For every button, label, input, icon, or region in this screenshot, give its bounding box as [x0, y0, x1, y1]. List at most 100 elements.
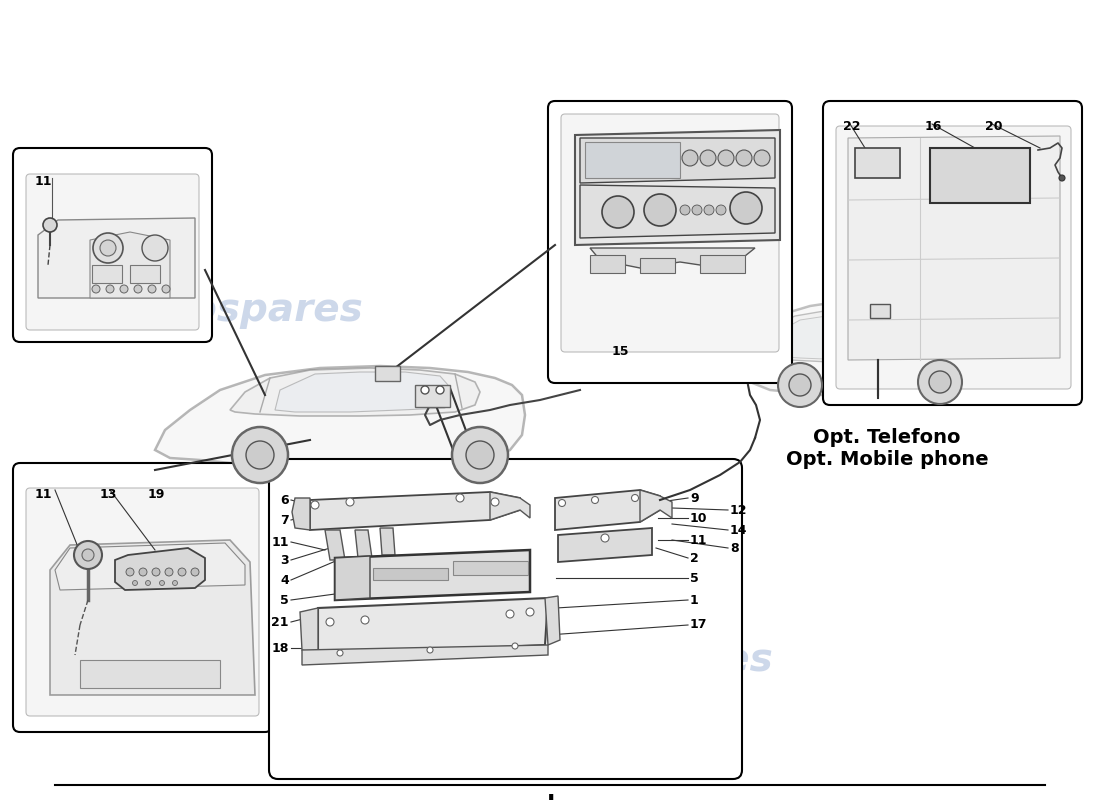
Circle shape — [692, 205, 702, 215]
Text: 12: 12 — [730, 503, 748, 517]
Text: 13: 13 — [100, 488, 118, 501]
Circle shape — [730, 192, 762, 224]
Text: Opt. Mobile phone: Opt. Mobile phone — [785, 450, 988, 469]
Text: 18: 18 — [272, 642, 289, 654]
Circle shape — [74, 541, 102, 569]
Circle shape — [456, 494, 464, 502]
Polygon shape — [336, 556, 370, 600]
Polygon shape — [379, 528, 395, 555]
Text: 11: 11 — [35, 175, 53, 188]
Polygon shape — [300, 608, 318, 655]
Text: J: J — [546, 794, 554, 800]
Circle shape — [512, 643, 518, 649]
Circle shape — [718, 150, 734, 166]
Circle shape — [700, 150, 716, 166]
Circle shape — [82, 549, 94, 561]
Text: 7: 7 — [280, 514, 289, 526]
Circle shape — [346, 498, 354, 506]
Text: 11: 11 — [690, 534, 707, 546]
Circle shape — [491, 498, 499, 506]
Text: 16: 16 — [925, 120, 943, 133]
Bar — [870, 304, 890, 318]
Circle shape — [139, 568, 147, 576]
Polygon shape — [310, 492, 520, 530]
FancyBboxPatch shape — [561, 114, 779, 352]
FancyBboxPatch shape — [270, 459, 742, 779]
Circle shape — [43, 218, 57, 232]
FancyBboxPatch shape — [26, 488, 258, 716]
Polygon shape — [580, 138, 776, 183]
Polygon shape — [558, 528, 652, 562]
Circle shape — [246, 441, 274, 469]
Circle shape — [789, 374, 811, 396]
Text: 17: 17 — [690, 618, 707, 631]
Bar — [373, 568, 448, 580]
Polygon shape — [770, 314, 932, 360]
Polygon shape — [155, 366, 525, 467]
Text: eurospares: eurospares — [117, 291, 363, 329]
Circle shape — [92, 285, 100, 293]
Text: 6: 6 — [280, 494, 289, 506]
Circle shape — [142, 235, 168, 261]
Circle shape — [736, 150, 752, 166]
FancyBboxPatch shape — [13, 463, 272, 732]
FancyBboxPatch shape — [836, 126, 1071, 389]
Circle shape — [602, 196, 634, 228]
Text: 4: 4 — [280, 574, 289, 586]
Polygon shape — [230, 368, 480, 416]
Circle shape — [559, 499, 565, 506]
Polygon shape — [575, 130, 780, 245]
Circle shape — [160, 581, 165, 586]
Circle shape — [452, 427, 508, 483]
Circle shape — [526, 608, 534, 616]
Bar — [855, 148, 900, 178]
Polygon shape — [336, 550, 530, 600]
Polygon shape — [580, 185, 776, 238]
Circle shape — [680, 205, 690, 215]
Text: 3: 3 — [280, 554, 289, 566]
Circle shape — [778, 363, 822, 407]
Bar — [640, 258, 675, 273]
Circle shape — [918, 360, 962, 404]
Text: 22: 22 — [843, 120, 860, 133]
Polygon shape — [490, 492, 530, 520]
Text: eurospares: eurospares — [458, 481, 703, 519]
Circle shape — [930, 371, 952, 393]
Polygon shape — [50, 540, 255, 695]
Polygon shape — [324, 530, 345, 560]
Circle shape — [427, 647, 433, 653]
Polygon shape — [275, 372, 448, 412]
Circle shape — [631, 494, 638, 502]
Circle shape — [1059, 175, 1065, 181]
Circle shape — [134, 285, 142, 293]
Circle shape — [506, 610, 514, 618]
Polygon shape — [116, 548, 205, 590]
Polygon shape — [590, 248, 755, 268]
Bar — [585, 142, 680, 178]
Text: Opt. Telefono: Opt. Telefono — [813, 428, 960, 447]
Polygon shape — [848, 136, 1060, 360]
Circle shape — [704, 205, 714, 215]
Circle shape — [148, 285, 156, 293]
Text: 19: 19 — [148, 488, 165, 501]
Circle shape — [592, 497, 598, 503]
Circle shape — [337, 650, 343, 656]
Circle shape — [682, 150, 698, 166]
Text: 9: 9 — [690, 491, 698, 505]
Bar — [930, 148, 1030, 203]
Text: 5: 5 — [690, 571, 698, 585]
Bar — [415, 385, 450, 407]
Circle shape — [232, 427, 288, 483]
Bar — [130, 265, 159, 283]
Polygon shape — [90, 232, 170, 298]
Circle shape — [165, 568, 173, 576]
FancyBboxPatch shape — [823, 101, 1082, 405]
Polygon shape — [544, 596, 560, 645]
FancyBboxPatch shape — [548, 101, 792, 383]
Text: eurospares: eurospares — [527, 641, 773, 679]
Circle shape — [94, 233, 123, 263]
Polygon shape — [355, 530, 372, 558]
Bar — [92, 265, 122, 283]
Polygon shape — [755, 308, 955, 362]
Circle shape — [120, 285, 128, 293]
